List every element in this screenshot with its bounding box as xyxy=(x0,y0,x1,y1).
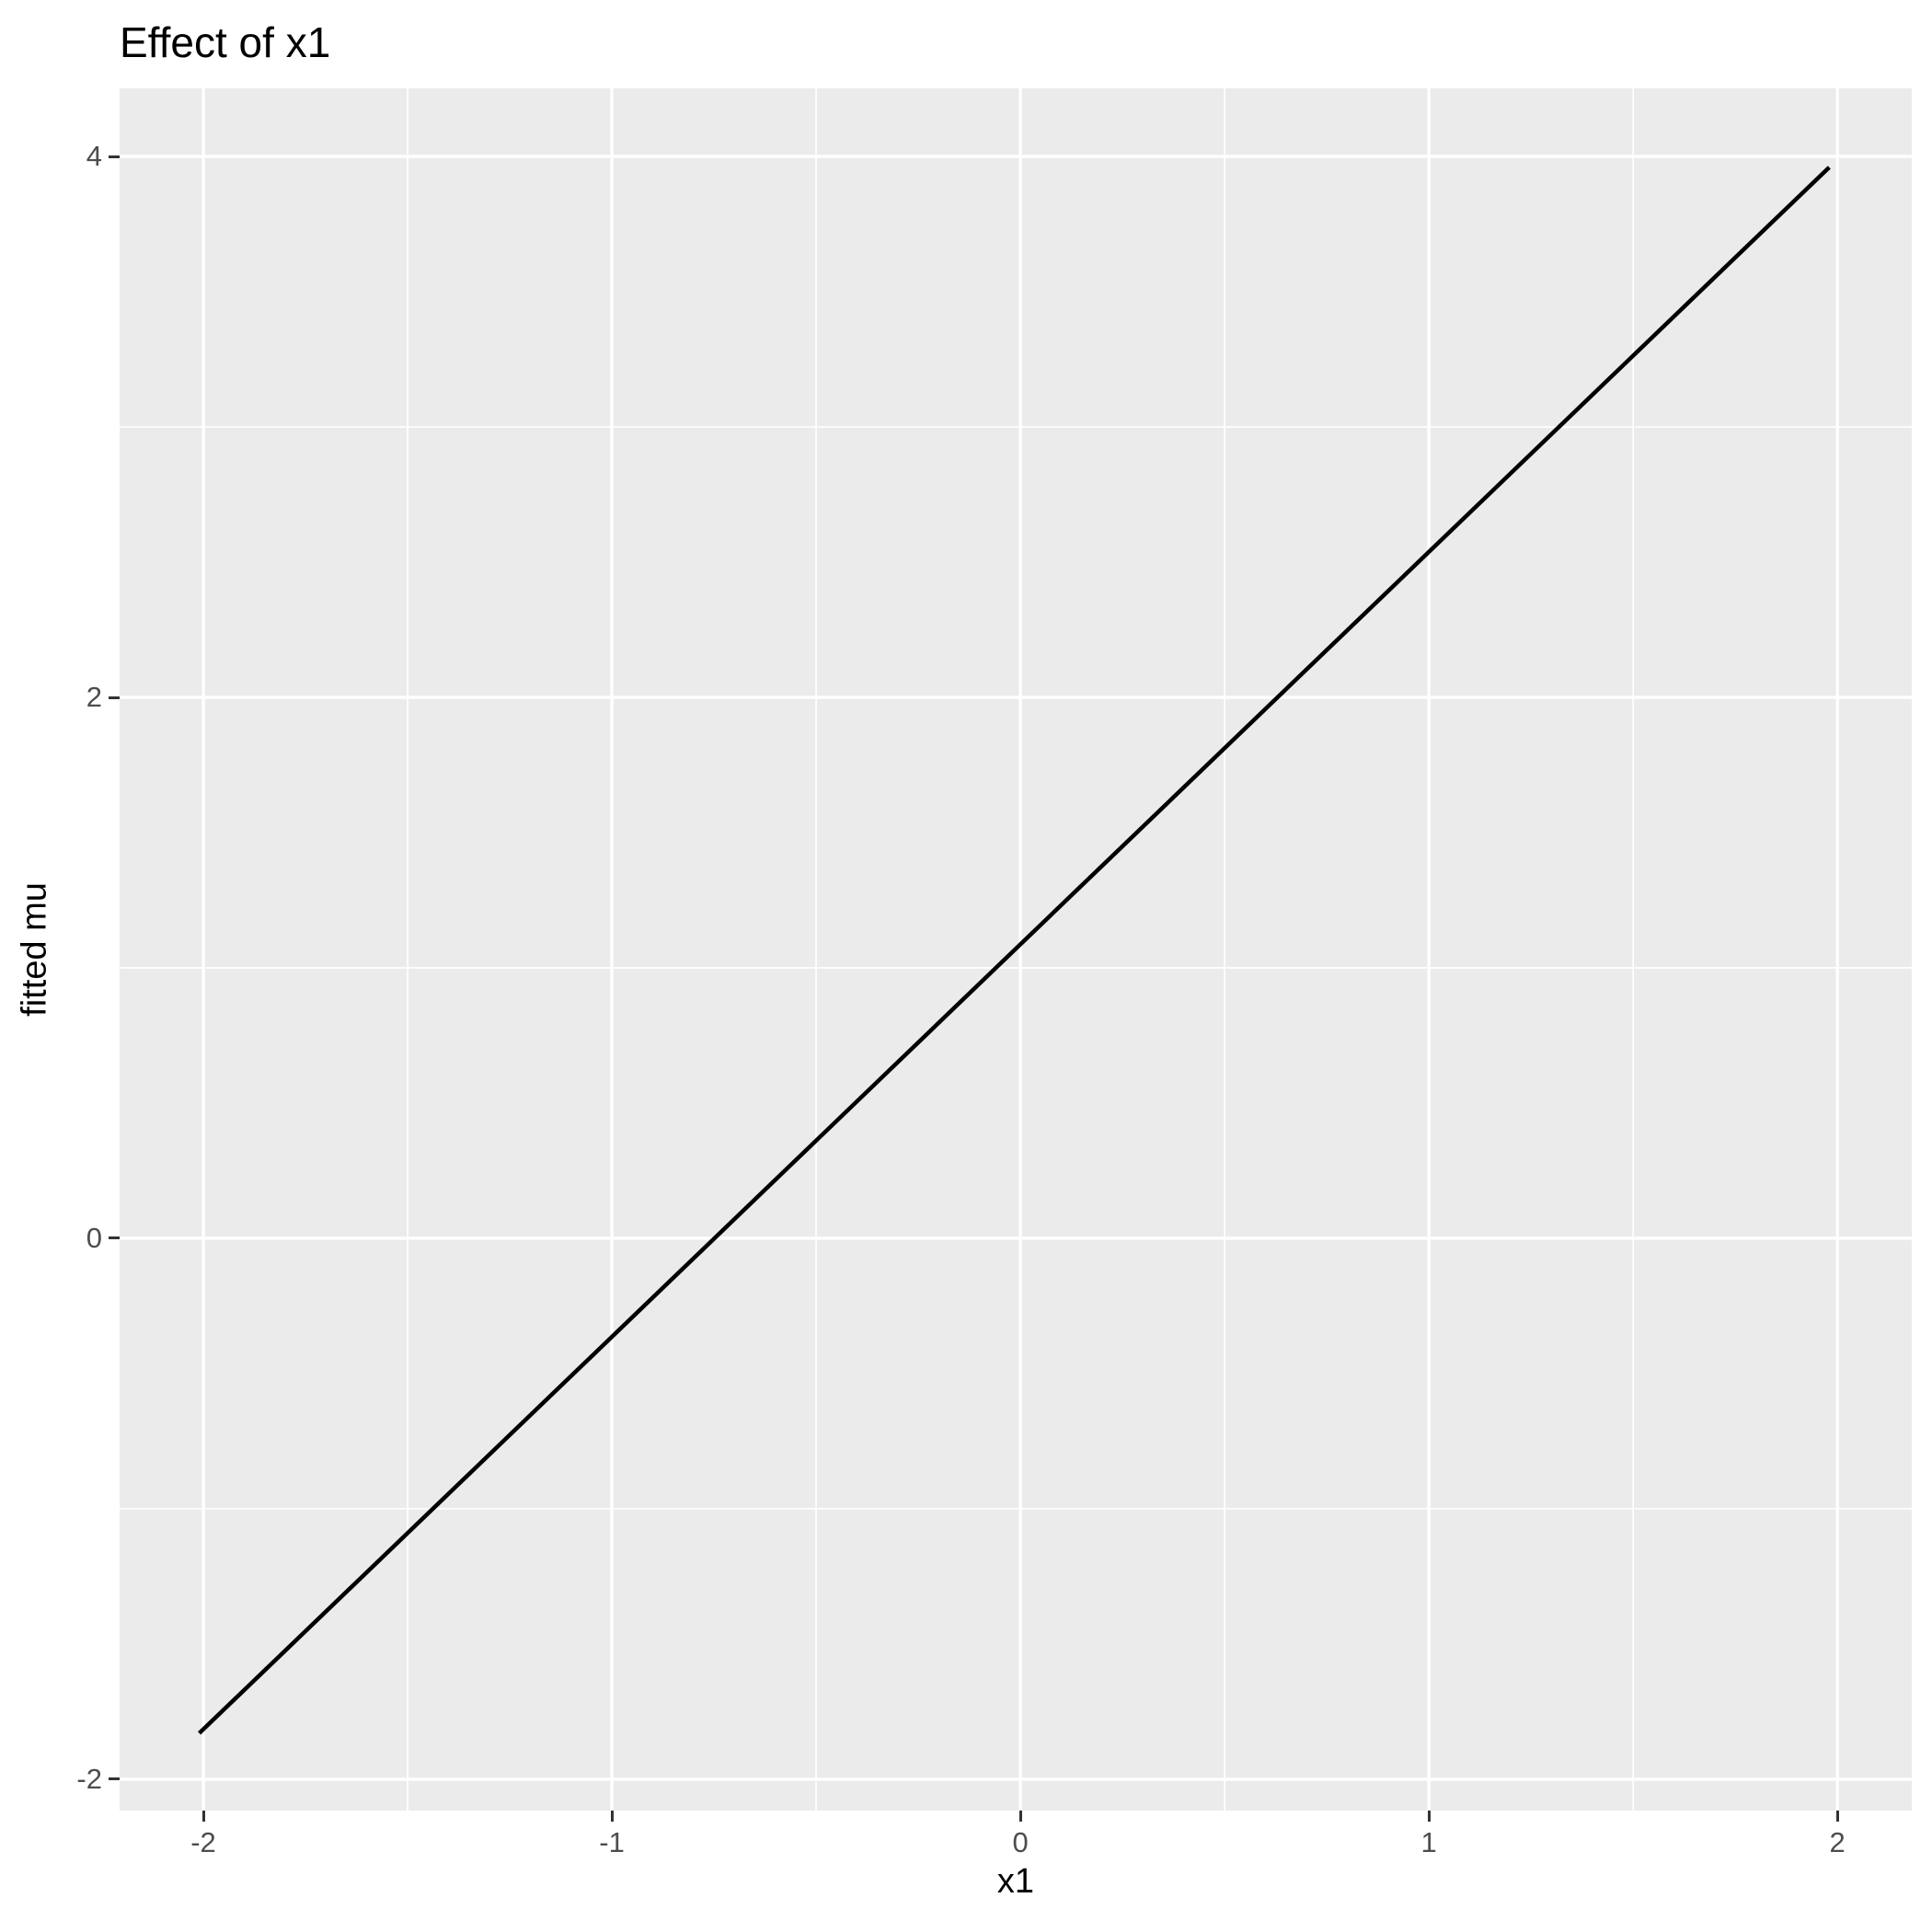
x-tick-label: -2 xyxy=(190,1826,216,1858)
y-tick-mark xyxy=(109,1777,120,1781)
y-tick-label: 0 xyxy=(86,1221,102,1254)
y-tick-mark xyxy=(109,696,120,699)
plot-panel xyxy=(120,88,1912,1811)
x-tick-mark xyxy=(1835,1811,1839,1822)
x-tick-label: 0 xyxy=(1012,1826,1029,1858)
plot-canvas xyxy=(120,88,1912,1811)
x-tick-mark xyxy=(1018,1811,1022,1822)
x-axis-title: x1 xyxy=(996,1862,1035,1901)
x-tick-label: 2 xyxy=(1829,1826,1846,1858)
y-tick-mark xyxy=(109,1236,120,1240)
y-tick-label: 2 xyxy=(86,681,102,714)
x-tick-label: -1 xyxy=(599,1826,625,1858)
y-tick-label: -2 xyxy=(76,1762,102,1795)
y-tick-label: 4 xyxy=(86,140,102,173)
x-tick-label: 1 xyxy=(1420,1826,1437,1858)
x-tick-mark xyxy=(201,1811,205,1822)
plot-title: Effect of x1 xyxy=(120,18,331,66)
fitted-line xyxy=(198,166,1831,1735)
x-tick-mark xyxy=(1427,1811,1431,1822)
y-tick-mark xyxy=(109,155,120,158)
y-axis-title: fitted mu xyxy=(15,882,54,1017)
x-tick-mark xyxy=(610,1811,614,1822)
